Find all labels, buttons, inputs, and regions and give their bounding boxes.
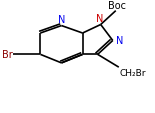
Text: N: N: [96, 14, 104, 24]
Text: N: N: [58, 15, 65, 25]
Text: N: N: [116, 36, 123, 46]
Text: CH₂Br: CH₂Br: [120, 69, 146, 78]
Text: Boc: Boc: [108, 1, 126, 11]
Text: Br: Br: [2, 50, 12, 60]
